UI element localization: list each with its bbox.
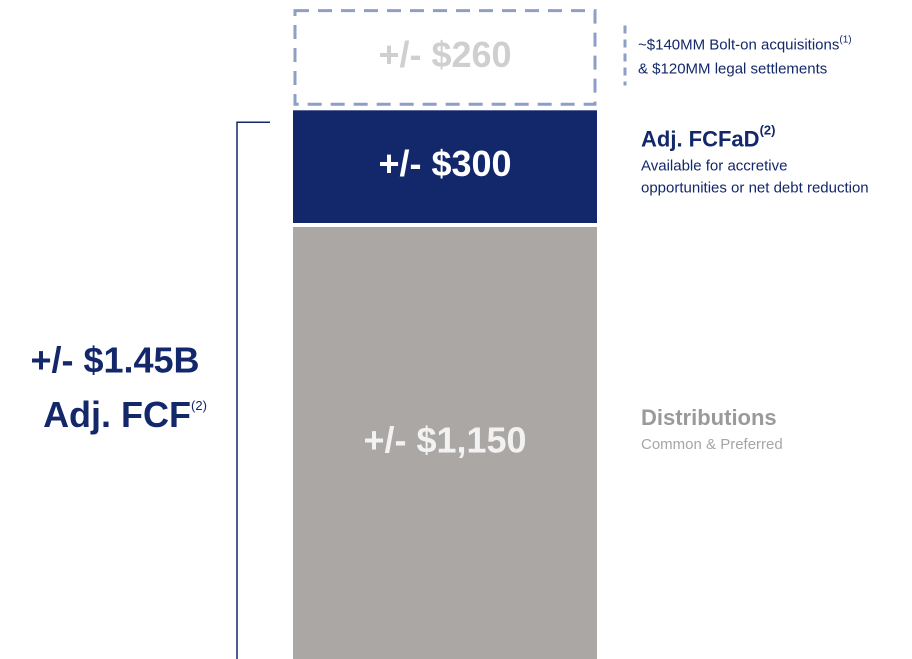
segment-name: Adj. FCFaD(2) xyxy=(641,123,775,151)
total-name-text: Adj. FCF xyxy=(43,394,191,435)
segment-name-text: Distributions xyxy=(641,405,777,430)
footnote: (2) xyxy=(191,398,207,413)
segment-description: opportunities or net debt reduction xyxy=(641,179,869,196)
segment-name: Distributions xyxy=(641,405,777,430)
bar-segment xyxy=(293,110,597,223)
footnote: (2) xyxy=(760,123,776,138)
total-name: Adj. FCF(2) xyxy=(43,394,207,435)
total-bracket xyxy=(236,121,270,659)
segment-description: Common & Preferred xyxy=(641,436,783,453)
value-label: +/- $260 xyxy=(378,34,511,75)
bar-segment xyxy=(293,227,597,659)
annotation-text: & $120MM legal settlements xyxy=(638,60,827,77)
segment-name-text: Adj. FCFaD xyxy=(641,126,760,151)
value-label: +/- $300 xyxy=(378,143,511,184)
annotation-text: ~$140MM Bolt-on acquisitions(1) xyxy=(638,34,852,53)
value-label: +/- $1,150 xyxy=(363,420,526,461)
footnote: (1) xyxy=(839,34,851,45)
annotation-line: ~$140MM Bolt-on acquisitions xyxy=(638,36,839,53)
segment-description: Available for accretive xyxy=(641,157,787,174)
annotation-line: & $120MM legal settlements xyxy=(638,60,827,77)
bar-segment xyxy=(293,9,597,106)
total-label: +/- $1.45B xyxy=(30,340,199,381)
